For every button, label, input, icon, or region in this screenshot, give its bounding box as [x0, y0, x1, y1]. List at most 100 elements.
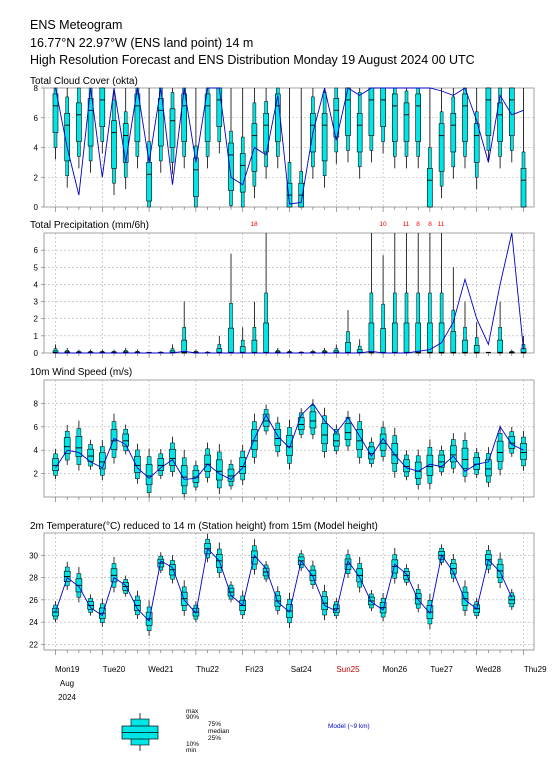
off-scale-value: 10	[379, 221, 387, 228]
y-tick-label: 5	[34, 263, 39, 272]
legend-p90: 90%	[186, 714, 199, 721]
x-day-label: Thu29	[524, 665, 547, 674]
box-inner	[228, 327, 234, 354]
box-inner	[520, 168, 527, 208]
x-day-label: Tue20	[103, 665, 126, 674]
legend-p75: 75%	[208, 721, 221, 728]
x-day-label: Fri23	[245, 665, 264, 674]
off-scale-value: 11	[403, 221, 410, 228]
off-scale-value: 8	[416, 221, 420, 228]
box-inner	[345, 341, 351, 354]
box-inner	[368, 322, 375, 354]
box-inner	[391, 93, 398, 142]
legend-median: median	[208, 728, 230, 735]
box-inner	[356, 112, 363, 153]
box-inner	[134, 93, 141, 142]
x-day-label: Mon19	[55, 665, 80, 674]
x-day-label: Thu22	[196, 665, 219, 674]
box-inner	[193, 157, 199, 197]
y-tick-label: 28	[29, 574, 38, 583]
box-inner	[380, 328, 386, 354]
box-inner	[158, 98, 164, 147]
panel-title: Total Precipitation (mm/6h)	[30, 220, 149, 231]
y-tick-label: 22	[29, 640, 38, 649]
box-inner	[462, 339, 468, 354]
x-day-label: Mon26	[383, 665, 408, 674]
legend-min: min	[186, 747, 197, 754]
box-inner	[462, 93, 468, 142]
box-inner	[274, 429, 282, 446]
panel-title: Total Cloud Cover (okta)	[30, 76, 138, 87]
off-scale-value: 18	[250, 221, 258, 228]
box-inner	[497, 102, 503, 142]
legend	[121, 713, 159, 751]
box-inner	[263, 112, 269, 153]
meteogram-title: ENS Meteogram	[30, 18, 123, 32]
hres-line	[55, 87, 524, 205]
box-inner	[321, 423, 328, 445]
box-inner	[368, 87, 375, 136]
legend-max: max	[186, 708, 199, 715]
y-tick-label: 6	[34, 246, 39, 255]
box-inner	[427, 168, 433, 208]
panel-2	[41, 379, 535, 502]
y-tick-label: 26	[29, 596, 38, 605]
panel-0	[41, 87, 535, 212]
box-inner	[461, 447, 469, 469]
box-inner	[496, 440, 504, 462]
box-inner	[449, 445, 457, 463]
y-tick-label: 4	[34, 446, 39, 455]
box-inner	[180, 465, 188, 487]
panel-frame	[43, 532, 535, 651]
x-day-label: Sun25	[336, 665, 360, 674]
box-inner	[87, 98, 94, 147]
box-inner	[134, 455, 141, 473]
box-inner	[122, 433, 129, 447]
y-tick-label: 0	[34, 203, 39, 212]
hres-line	[55, 402, 524, 480]
box-inner	[485, 459, 492, 477]
box-inner	[263, 322, 269, 354]
box-inner	[297, 417, 305, 431]
y-tick-label: 8	[34, 84, 39, 93]
panel-title: 10m Wind Speed (m/s)	[30, 367, 132, 378]
x-year-label: 2024	[58, 693, 76, 702]
box-inner	[403, 322, 410, 354]
x-day-label: Sat24	[291, 665, 312, 674]
box-inner	[415, 322, 422, 354]
panel-3	[41, 532, 535, 655]
box-inner	[473, 123, 480, 163]
x-month-label: Aug	[60, 679, 74, 688]
y-tick-label: 2	[34, 470, 39, 479]
y-tick-label: 24	[29, 618, 38, 627]
box-inner	[76, 102, 82, 142]
box-inner	[391, 443, 399, 464]
box-inner	[87, 448, 94, 462]
y-tick-label: 2	[34, 315, 39, 324]
box-inner	[52, 93, 59, 133]
box-inner	[380, 87, 386, 127]
box-inner	[403, 459, 410, 473]
x-day-label: Wed21	[148, 665, 174, 674]
y-tick-label: 6	[34, 114, 39, 123]
box-inner	[216, 459, 223, 481]
box-inner	[251, 339, 258, 354]
panel-1	[41, 232, 535, 358]
box-inner	[415, 93, 422, 142]
box-inner	[309, 411, 317, 429]
box-inner	[111, 120, 117, 169]
box-inner	[274, 93, 281, 142]
y-tick-label: 2	[34, 173, 39, 182]
box-inner	[508, 87, 515, 136]
y-tick-label: 4	[34, 280, 39, 289]
legend-p25: 25%	[208, 735, 221, 742]
y-tick-label: 3	[34, 298, 39, 307]
y-tick-label: 0	[34, 349, 39, 358]
box-inner	[438, 322, 445, 354]
y-tick-label: 1	[34, 332, 39, 341]
box-inner	[438, 123, 445, 172]
box-inner	[239, 457, 246, 474]
box-inner	[145, 464, 153, 486]
y-tick-label: 4	[34, 144, 39, 153]
box-inner	[391, 322, 398, 354]
